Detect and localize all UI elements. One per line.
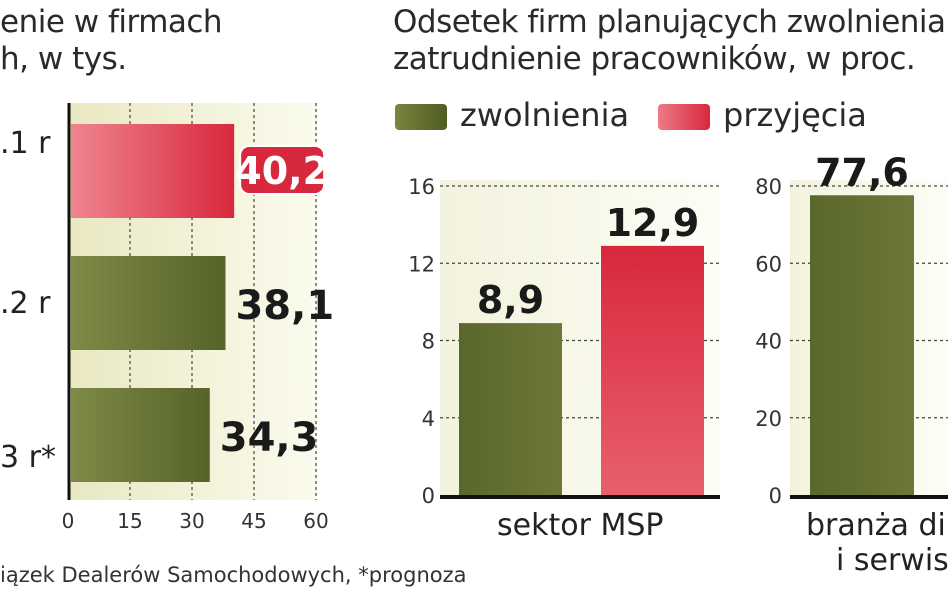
legend-label-zwolnienia: zwolnienia	[460, 96, 630, 134]
panel-y-tick-label: 20	[755, 407, 782, 431]
panel-y-tick-label: 16	[408, 175, 435, 199]
panel-y-tick-label: 60	[755, 252, 782, 276]
right-chart-title-line1: Odsetek firm planujących zwolnienia	[393, 4, 946, 40]
panel-y-tick-label: 4	[422, 407, 435, 431]
panel-y-tick-label: 40	[755, 330, 782, 354]
left-category-label: 3 r*	[0, 440, 56, 475]
panel-bar	[601, 245, 704, 495]
panel-y-tick-label: 0	[769, 484, 782, 508]
left-value-label: 40,2	[235, 149, 329, 193]
panel-value-label: 12,9	[606, 201, 700, 245]
panel-y-tick-label: 12	[408, 252, 435, 276]
left-category-label: .2 r	[0, 286, 51, 321]
panel-y-tick-label: 0	[422, 484, 435, 508]
left-category-label: .1 r	[0, 126, 51, 161]
panel-bar	[810, 195, 914, 495]
panel2-category-label-line2: i serwis	[836, 543, 948, 578]
left-chart-title-line2: h, w tys.	[0, 41, 127, 77]
left-x-tick-label: 30	[179, 509, 204, 533]
panel-branza: 0 20 40 60 80 77,6	[755, 150, 948, 508]
left-bar	[71, 388, 210, 482]
panel-y-tick-label: 80	[755, 175, 782, 199]
left-bar	[71, 124, 235, 218]
legend-swatch-zwolnienia	[395, 104, 447, 130]
legend-swatch-przyjecia	[658, 104, 710, 130]
left-value-label: 34,3	[220, 415, 319, 461]
left-value-label: 38,1	[235, 283, 334, 329]
legend-label-przyjecia: przyjęcia	[723, 96, 867, 134]
panel2-category-label-line1: branża dil	[806, 508, 948, 543]
right-chart-title-line2: zatrudnienie pracowników, w proc.	[393, 41, 916, 77]
panel-bar	[459, 323, 562, 495]
panel-value-label: 8,9	[477, 278, 544, 322]
panel-value-label: 77,6	[815, 150, 909, 194]
left-value-badge	[239, 145, 326, 195]
panel-sektor-msp: 0 4 8 12 16 8,9 12,9	[408, 175, 720, 508]
left-chart: 0 15 30 45 60 40,2 38,1 34,3	[62, 103, 334, 533]
left-bar	[71, 256, 226, 350]
left-x-tick-label: 60	[303, 509, 328, 533]
panel1-category-label: sektor MSP	[497, 508, 664, 543]
panel-y-tick-label: 8	[422, 330, 435, 354]
left-x-tick-label: 0	[62, 509, 75, 533]
left-x-tick-label: 15	[117, 509, 142, 533]
left-chart-title-line1: enie w firmach	[0, 4, 223, 40]
left-x-tick-label: 45	[241, 509, 266, 533]
source-footer: iązek Dealerów Samochodowych, *prognoza	[0, 563, 467, 587]
